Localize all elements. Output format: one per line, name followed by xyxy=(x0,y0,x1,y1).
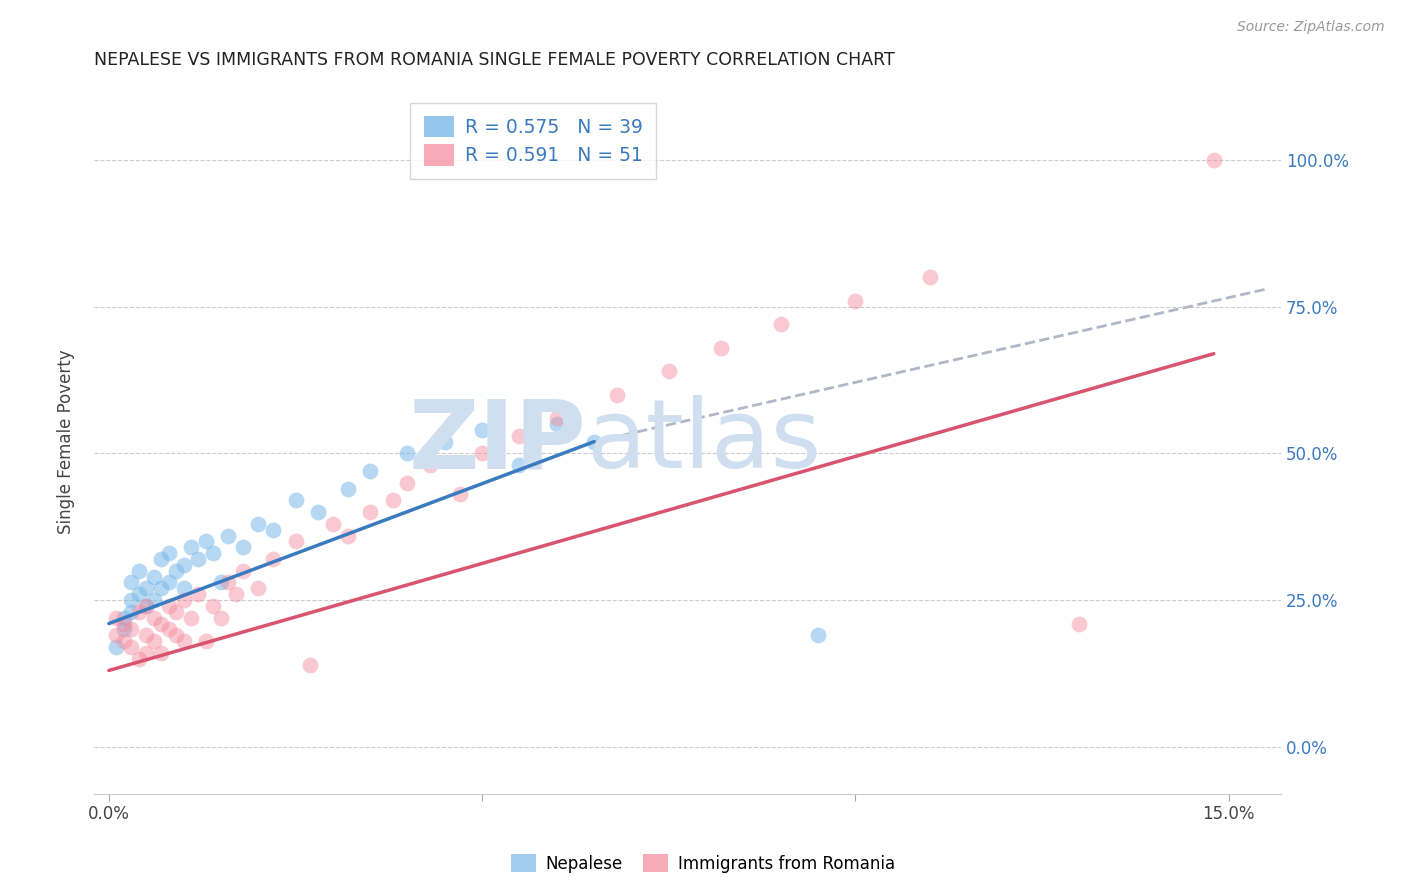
Point xyxy=(284,493,307,508)
Point xyxy=(135,646,157,660)
Point xyxy=(433,434,456,449)
Point xyxy=(120,623,142,637)
Point xyxy=(105,610,128,624)
Point xyxy=(546,417,568,431)
Text: ZIP: ZIP xyxy=(409,395,586,488)
Point xyxy=(187,587,209,601)
Point xyxy=(173,593,195,607)
Point xyxy=(299,657,322,672)
Point xyxy=(807,628,830,642)
Point xyxy=(202,599,225,613)
Point xyxy=(142,610,165,624)
Point xyxy=(546,411,568,425)
Point xyxy=(769,318,792,332)
Point xyxy=(247,582,270,596)
Text: atlas: atlas xyxy=(586,395,821,488)
Point xyxy=(202,546,225,560)
Point xyxy=(710,341,733,355)
Text: NEPALESE VS IMMIGRANTS FROM ROMANIA SINGLE FEMALE POVERTY CORRELATION CHART: NEPALESE VS IMMIGRANTS FROM ROMANIA SING… xyxy=(94,51,894,69)
Point xyxy=(920,270,942,285)
Point xyxy=(844,293,866,308)
Point xyxy=(583,434,606,449)
Point xyxy=(307,505,329,519)
Point xyxy=(194,634,217,648)
Point xyxy=(232,564,254,578)
Point xyxy=(209,575,232,590)
Point xyxy=(165,605,187,619)
Legend: Nepalese, Immigrants from Romania: Nepalese, Immigrants from Romania xyxy=(505,847,901,880)
Point xyxy=(135,582,157,596)
Point xyxy=(142,634,165,648)
Point xyxy=(396,446,419,460)
Point xyxy=(128,564,150,578)
Point xyxy=(105,628,128,642)
Point xyxy=(381,493,404,508)
Point xyxy=(359,505,381,519)
Point xyxy=(1069,616,1091,631)
Point xyxy=(658,364,681,378)
Point xyxy=(135,599,157,613)
Point xyxy=(605,388,627,402)
Point xyxy=(180,610,202,624)
Point xyxy=(150,616,173,631)
Point xyxy=(150,646,173,660)
Point xyxy=(173,582,195,596)
Point xyxy=(471,446,494,460)
Point xyxy=(262,523,284,537)
Point xyxy=(449,487,471,501)
Point xyxy=(165,628,187,642)
Point xyxy=(173,634,195,648)
Point xyxy=(209,610,232,624)
Point xyxy=(157,575,180,590)
Point xyxy=(322,516,344,531)
Point xyxy=(165,564,187,578)
Point xyxy=(157,599,180,613)
Point xyxy=(112,634,135,648)
Point xyxy=(128,605,150,619)
Point xyxy=(262,552,284,566)
Legend: R = 0.575   N = 39, R = 0.591   N = 51: R = 0.575 N = 39, R = 0.591 N = 51 xyxy=(411,103,655,178)
Point xyxy=(120,640,142,654)
Point xyxy=(232,541,254,555)
Point xyxy=(508,458,530,472)
Point xyxy=(120,575,142,590)
Point xyxy=(128,587,150,601)
Point xyxy=(112,616,135,631)
Point xyxy=(112,623,135,637)
Point xyxy=(157,623,180,637)
Point xyxy=(157,546,180,560)
Point xyxy=(135,628,157,642)
Point xyxy=(508,429,530,443)
Point xyxy=(1202,153,1225,167)
Point xyxy=(150,552,173,566)
Point xyxy=(225,587,247,601)
Point xyxy=(359,464,381,478)
Point xyxy=(120,593,142,607)
Point xyxy=(194,534,217,549)
Point xyxy=(142,593,165,607)
Point xyxy=(217,528,239,542)
Point xyxy=(247,516,270,531)
Point xyxy=(180,541,202,555)
Point xyxy=(336,528,359,542)
Point xyxy=(105,640,128,654)
Point xyxy=(112,610,135,624)
Point xyxy=(150,582,173,596)
Y-axis label: Single Female Poverty: Single Female Poverty xyxy=(58,350,75,534)
Point xyxy=(419,458,441,472)
Point xyxy=(120,605,142,619)
Point xyxy=(396,475,419,490)
Point xyxy=(142,569,165,583)
Point xyxy=(217,575,239,590)
Point xyxy=(471,423,494,437)
Point xyxy=(284,534,307,549)
Point xyxy=(173,558,195,572)
Point xyxy=(336,482,359,496)
Text: Source: ZipAtlas.com: Source: ZipAtlas.com xyxy=(1237,20,1385,34)
Point xyxy=(128,652,150,666)
Point xyxy=(135,599,157,613)
Point xyxy=(187,552,209,566)
